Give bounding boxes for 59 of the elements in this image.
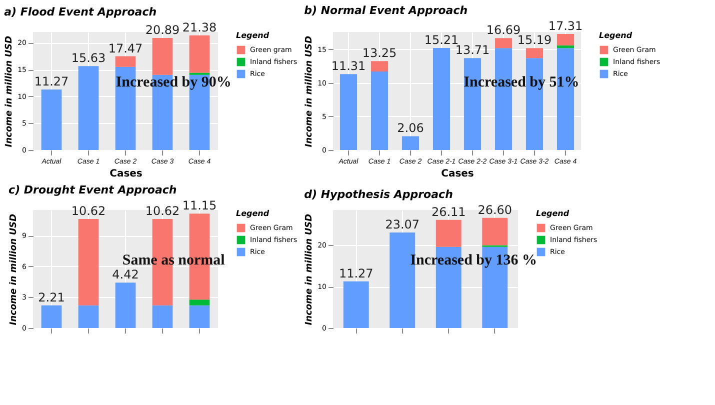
total-label: 26.11 [431,204,466,219]
bar [526,48,544,58]
total-label: 15.63 [71,51,106,66]
total-label: 26.60 [478,202,512,217]
bar [432,48,450,150]
bar [370,72,388,150]
total-label: 10.62 [145,204,180,218]
bar [78,305,99,328]
bar [556,34,574,46]
bar [78,219,99,306]
total-label: 13.71 [455,43,490,58]
bar [340,74,358,150]
total-label: 15.19 [517,33,552,48]
legend-title: Legend [236,209,270,218]
y-axis-title: Income in million USD [304,213,315,326]
total-label: 10.62 [71,204,106,218]
bar [370,61,388,72]
bar [189,300,210,306]
total-label: 11.27 [34,74,69,89]
total-label: 11.15 [182,198,217,213]
chart-title: d) Hypothesis Approach [304,188,454,201]
total-label: 17.31 [548,18,583,33]
bar [494,38,512,48]
bar [343,281,369,328]
bar [482,218,508,246]
bar [115,282,136,328]
bar [436,220,462,247]
chart-title: c) Drought Event Approach [8,184,177,197]
total-label: 11.31 [331,59,366,74]
bar [152,305,173,328]
total-label: 23.07 [385,217,420,232]
bar [115,56,136,67]
total-label: 4.42 [112,268,139,282]
y-axis-title: Income in million USD [304,35,315,148]
total-label: 2.06 [397,121,424,136]
legend-title: Legend [599,31,632,40]
bar [152,38,173,75]
total-label: 13.25 [362,46,397,60]
total-label: 11.27 [338,266,374,280]
bar [556,45,574,48]
chart-title: a) Flood Event Approach [4,5,157,18]
total-label: 2.21 [38,290,65,304]
bar [526,58,544,150]
legend-title: Legend [536,209,570,218]
bar [402,136,420,150]
y-axis-title: Income in million USD [9,213,20,326]
total-label: 20.89 [145,22,180,37]
bar [189,35,210,73]
chart-title: b) Normal Event Approach [304,4,468,17]
legend-title: Legend [236,31,270,40]
x-axis-title: Cases [110,168,142,180]
x-axis-title: Cases [441,168,474,180]
total-label: 21.38 [182,20,217,34]
bar [78,66,99,150]
total-label: 17.47 [108,41,143,56]
bar [41,90,62,150]
y-axis-title: Income in million USD [4,35,15,148]
bar [41,305,62,328]
bar [189,305,210,328]
